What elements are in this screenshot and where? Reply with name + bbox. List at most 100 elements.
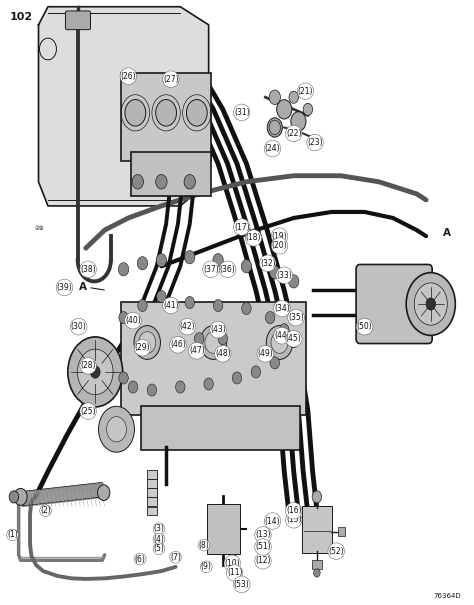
Text: (43): (43): [210, 325, 226, 334]
Circle shape: [77, 349, 113, 394]
Text: (46): (46): [170, 340, 186, 349]
Text: (26): (26): [120, 71, 136, 80]
Text: (49): (49): [257, 349, 273, 358]
Text: (1): (1): [7, 531, 18, 540]
Circle shape: [242, 302, 251, 315]
FancyBboxPatch shape: [65, 11, 91, 30]
Bar: [147, 497, 157, 506]
Text: A: A: [443, 228, 451, 238]
Text: (29): (29): [135, 343, 150, 352]
Text: 76364D: 76364D: [434, 594, 462, 600]
Text: (13): (13): [255, 531, 271, 540]
Text: (31): (31): [234, 108, 249, 117]
Circle shape: [156, 290, 166, 302]
Text: (4): (4): [154, 535, 164, 544]
Polygon shape: [38, 7, 209, 206]
FancyBboxPatch shape: [356, 264, 432, 344]
Circle shape: [205, 332, 222, 353]
Circle shape: [291, 112, 306, 131]
Circle shape: [98, 485, 110, 500]
Circle shape: [218, 333, 228, 345]
Bar: [337, 527, 345, 536]
Text: (53): (53): [234, 580, 250, 589]
FancyBboxPatch shape: [131, 152, 210, 196]
Text: (38): (38): [80, 265, 96, 274]
Circle shape: [204, 378, 213, 390]
Text: (45): (45): [286, 334, 301, 343]
Text: (25): (25): [80, 407, 96, 416]
Text: (41): (41): [163, 301, 179, 310]
Circle shape: [175, 381, 185, 393]
Text: (28): (28): [81, 361, 96, 370]
Text: (2): (2): [40, 506, 51, 515]
Circle shape: [426, 298, 436, 310]
Circle shape: [128, 381, 138, 393]
Circle shape: [314, 569, 320, 577]
Text: (20): (20): [272, 241, 287, 250]
FancyBboxPatch shape: [207, 503, 240, 554]
Circle shape: [118, 263, 129, 276]
Text: (19): (19): [272, 232, 287, 241]
Circle shape: [232, 372, 242, 384]
Circle shape: [312, 491, 321, 503]
Circle shape: [267, 118, 283, 137]
Circle shape: [289, 275, 299, 288]
FancyBboxPatch shape: [121, 302, 306, 415]
Circle shape: [134, 325, 160, 359]
Text: (12): (12): [255, 557, 271, 565]
Circle shape: [125, 100, 146, 126]
Text: 102: 102: [9, 11, 32, 22]
Text: (5): (5): [154, 544, 164, 554]
Text: (15): (15): [286, 515, 301, 525]
Circle shape: [185, 296, 194, 309]
Text: (44): (44): [274, 331, 290, 340]
Text: A: A: [79, 283, 87, 292]
Text: (50): (50): [357, 322, 373, 331]
Circle shape: [132, 174, 144, 189]
Text: (51): (51): [255, 543, 271, 552]
Circle shape: [9, 491, 18, 503]
Text: (30): (30): [71, 322, 87, 331]
Text: (16): (16): [286, 506, 301, 515]
Bar: [147, 479, 157, 488]
Circle shape: [289, 91, 299, 103]
Circle shape: [99, 407, 135, 452]
Circle shape: [266, 325, 293, 359]
Text: (47): (47): [189, 346, 205, 355]
Circle shape: [194, 333, 204, 345]
Text: (22): (22): [286, 129, 301, 138]
Circle shape: [265, 312, 275, 324]
Text: (37): (37): [203, 265, 219, 274]
Circle shape: [414, 283, 447, 325]
Text: (32): (32): [260, 259, 275, 268]
Text: (8): (8): [199, 541, 210, 550]
Circle shape: [269, 120, 281, 135]
Text: (27): (27): [163, 74, 179, 83]
Circle shape: [119, 312, 128, 324]
Circle shape: [270, 357, 280, 369]
Circle shape: [156, 253, 166, 267]
Circle shape: [213, 253, 223, 267]
Circle shape: [139, 332, 156, 353]
Text: (24): (24): [264, 144, 280, 153]
Circle shape: [289, 336, 299, 348]
Text: (3): (3): [154, 525, 164, 534]
Text: (35): (35): [288, 313, 304, 322]
Text: (21): (21): [298, 87, 313, 96]
Circle shape: [186, 100, 207, 126]
Text: (48): (48): [215, 349, 231, 358]
Circle shape: [90, 365, 100, 378]
Circle shape: [119, 372, 128, 384]
Circle shape: [241, 260, 252, 273]
Text: (34): (34): [274, 304, 290, 313]
Circle shape: [14, 488, 27, 505]
Text: (17): (17): [234, 223, 249, 232]
Text: (42): (42): [180, 322, 195, 331]
Circle shape: [277, 100, 292, 119]
Text: (40): (40): [125, 316, 141, 325]
Circle shape: [156, 174, 167, 189]
Circle shape: [303, 103, 313, 116]
Bar: [147, 488, 157, 497]
Text: (6): (6): [135, 555, 146, 563]
Text: (14): (14): [264, 517, 280, 526]
